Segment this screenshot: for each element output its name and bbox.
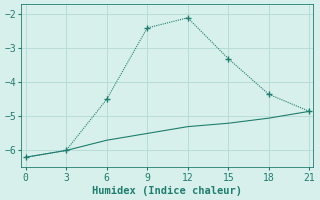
X-axis label: Humidex (Indice chaleur): Humidex (Indice chaleur) bbox=[92, 186, 243, 196]
